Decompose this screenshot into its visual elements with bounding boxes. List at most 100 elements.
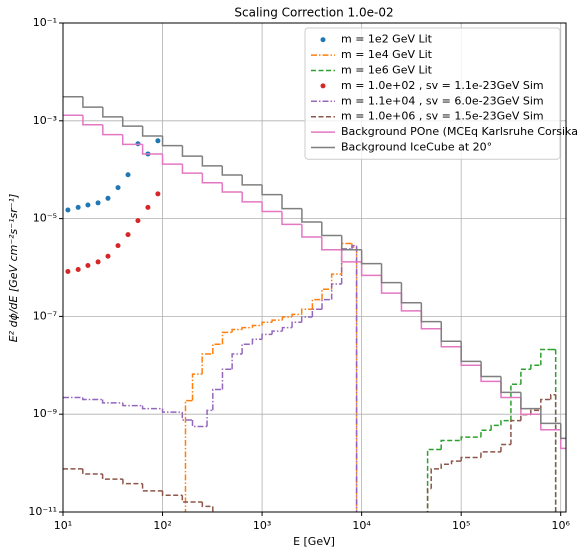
step-segment bbox=[261, 201, 282, 213]
step-segment bbox=[241, 343, 253, 355]
step-segment bbox=[221, 331, 233, 345]
step-segment bbox=[500, 376, 521, 394]
step-segment bbox=[271, 330, 283, 335]
step-segment bbox=[380, 263, 402, 284]
data-point bbox=[155, 191, 161, 197]
step-segment bbox=[480, 451, 501, 458]
step-segment bbox=[450, 460, 462, 465]
step-segment bbox=[355, 245, 358, 512]
step-segment bbox=[420, 302, 442, 323]
step-segment bbox=[340, 242, 352, 275]
step-segment bbox=[141, 144, 163, 155]
step-segment bbox=[321, 222, 342, 237]
step-segment bbox=[311, 298, 323, 310]
x-axis-label: E [GeV] bbox=[293, 535, 335, 548]
step-segment bbox=[82, 468, 103, 475]
legend-label: m = 1.0e+02 , sv = 1.1e-23GeV Sim bbox=[341, 79, 544, 92]
data-point bbox=[145, 204, 151, 210]
step-segment bbox=[141, 126, 163, 137]
step-segment bbox=[480, 429, 492, 438]
step-segment bbox=[261, 184, 282, 196]
step-segment bbox=[82, 397, 103, 401]
step-segment bbox=[510, 419, 521, 445]
step-segment bbox=[141, 405, 163, 410]
data-point bbox=[125, 232, 131, 238]
data-point bbox=[135, 218, 141, 224]
y-tick-label: 10⁻⁷ bbox=[33, 309, 57, 322]
step-segment bbox=[241, 326, 253, 330]
step-segment bbox=[201, 502, 213, 508]
step-segment bbox=[426, 448, 442, 512]
x-tick-label: 10² bbox=[153, 519, 171, 532]
x-tick-label: 10¹ bbox=[54, 519, 72, 532]
plot-frame bbox=[62, 22, 567, 513]
legend-label: m = 1.0e+06 , sv = 1.5e-23GeV Sim bbox=[341, 110, 544, 123]
step-segment bbox=[102, 124, 123, 136]
step-segment bbox=[351, 244, 357, 249]
y-tick-label: 10⁻¹¹ bbox=[28, 505, 57, 518]
data-point bbox=[65, 207, 71, 213]
y-tick-label: 10⁻¹ bbox=[33, 16, 57, 29]
step-segment bbox=[181, 164, 203, 174]
data-point bbox=[65, 268, 71, 274]
step-segment bbox=[251, 338, 263, 345]
step-segment bbox=[301, 224, 322, 238]
step-segment bbox=[161, 490, 183, 497]
legend-label: m = 1e2 GeV Lit bbox=[341, 33, 433, 46]
step-segment bbox=[440, 321, 462, 343]
legend-label: m = 1.1e+04 , sv = 6.0e-23GeV Sim bbox=[341, 94, 544, 107]
legend-label: Background POne (MCEq Karlsruhe Corsika) bbox=[341, 125, 577, 138]
data-point bbox=[85, 262, 91, 268]
step-segment bbox=[321, 288, 332, 300]
legend-box bbox=[304, 27, 561, 160]
step-segment bbox=[231, 328, 243, 333]
step-segment bbox=[271, 319, 283, 323]
legend-label: Background IceCube at 20° bbox=[341, 141, 492, 154]
data-point bbox=[95, 200, 101, 206]
step-segment bbox=[360, 249, 382, 265]
step-segment bbox=[121, 134, 143, 146]
step-segment bbox=[311, 308, 323, 318]
data-point bbox=[115, 243, 121, 249]
step-segment bbox=[212, 388, 223, 411]
step-segment bbox=[321, 237, 342, 251]
step-segment bbox=[122, 402, 143, 407]
marks bbox=[63, 96, 566, 512]
step-segment bbox=[212, 343, 223, 355]
step-segment bbox=[241, 174, 263, 186]
step-segment bbox=[122, 479, 143, 485]
legend-label: m = 1e4 GeV Lit bbox=[341, 48, 433, 61]
step-segment bbox=[121, 116, 143, 127]
step-segment bbox=[141, 483, 163, 492]
series bbox=[65, 138, 161, 213]
step-segment bbox=[291, 321, 302, 328]
data-point bbox=[75, 204, 81, 210]
step-segment bbox=[460, 456, 481, 462]
step-segment bbox=[251, 324, 263, 328]
y-tick-label: 10⁻³ bbox=[33, 114, 57, 127]
step-segment bbox=[440, 439, 462, 450]
step-segment bbox=[241, 191, 263, 203]
step-segment bbox=[530, 409, 541, 415]
step-segment bbox=[281, 326, 293, 332]
step-segment bbox=[161, 408, 183, 413]
step-segment bbox=[440, 463, 452, 469]
step-segment bbox=[500, 443, 511, 452]
step-segment bbox=[201, 173, 223, 184]
step-segment bbox=[520, 392, 541, 410]
step-segment bbox=[540, 348, 551, 366]
step-segment bbox=[554, 394, 557, 512]
x-tick-label: 10⁶ bbox=[552, 519, 571, 532]
step-segment bbox=[480, 361, 501, 378]
step-segment bbox=[300, 316, 313, 323]
legend-marker bbox=[320, 37, 326, 43]
step-segment bbox=[184, 399, 193, 512]
step-segment bbox=[281, 194, 302, 210]
step-segment bbox=[520, 413, 531, 421]
y-axis-label: E² dϕ/dE [GeV cm⁻²s⁻¹sr⁻¹] bbox=[7, 194, 20, 343]
data-point bbox=[125, 172, 131, 178]
step-segment bbox=[559, 423, 566, 440]
y-tick-label: 10⁻⁹ bbox=[33, 407, 57, 420]
step-segment bbox=[101, 473, 123, 480]
